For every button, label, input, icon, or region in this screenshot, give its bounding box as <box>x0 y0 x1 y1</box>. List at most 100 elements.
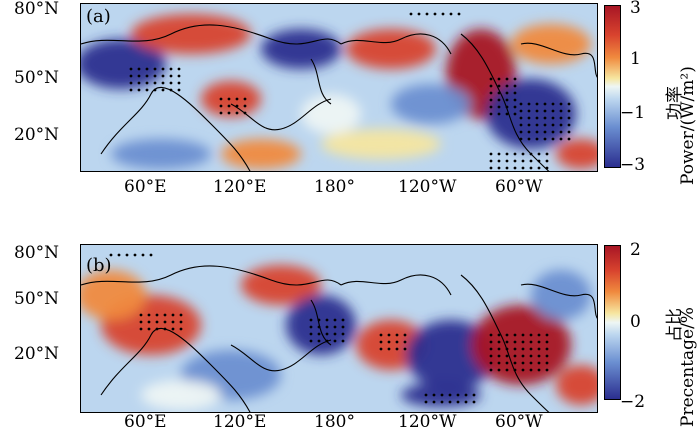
stipple-dot <box>551 123 555 127</box>
stipple-dot <box>448 400 452 404</box>
stipple-dot <box>497 91 501 95</box>
stipple-dot <box>519 130 523 134</box>
stipple-dot <box>424 400 428 404</box>
stipple-dot <box>543 116 547 120</box>
coastline <box>230 339 332 372</box>
stipple-dot <box>317 339 321 343</box>
stipple-dot <box>387 347 391 351</box>
panel-label-a: (a) <box>86 6 111 27</box>
x-tick-120w-a: 120°W <box>398 177 457 197</box>
stipple-dot <box>309 332 313 336</box>
stipple-dot <box>521 340 525 344</box>
stipple-dot <box>448 393 452 397</box>
stipple-dot <box>551 130 555 134</box>
stipple-dot <box>145 67 149 71</box>
stipple-dot <box>440 400 444 404</box>
stipple-dot <box>543 123 547 127</box>
anomaly-field <box>81 14 597 169</box>
stipple-dot <box>325 339 329 343</box>
coastline <box>520 42 597 78</box>
stipple-dot <box>559 116 563 120</box>
stipple-dot <box>545 159 549 163</box>
stipple-dot <box>227 111 231 115</box>
stipple-dot <box>169 81 173 85</box>
stipple-dot <box>559 137 563 141</box>
stipple-dot <box>527 116 531 120</box>
stipple-dot <box>489 105 493 109</box>
anomaly-patch <box>531 270 591 320</box>
stipple-dot <box>545 166 549 170</box>
stipple-dot <box>147 313 151 317</box>
stipple-dot <box>153 74 157 78</box>
stipple-dot <box>243 97 247 101</box>
stipple-dot <box>505 361 509 365</box>
stipple-dot <box>513 166 517 170</box>
coastline <box>81 24 342 45</box>
colorbar-b <box>604 245 621 400</box>
colorbar-a-title-en: Power/(W/m²) <box>678 66 698 185</box>
stipple-dot <box>424 393 428 397</box>
stipple-dot <box>149 253 153 257</box>
stipple-dot <box>527 109 531 113</box>
stipple-dot <box>133 253 137 257</box>
anomaly-patch <box>391 84 471 124</box>
stipple-dot <box>489 340 493 344</box>
heatmap-b <box>80 244 598 413</box>
stipple-dot <box>171 327 175 331</box>
stipple-dot <box>145 88 149 92</box>
stipple-dot <box>432 393 436 397</box>
stipple-dot <box>505 77 509 81</box>
y-tick-80n-b: 80°N <box>14 243 60 263</box>
coastline <box>520 283 597 319</box>
stipple-dot <box>529 152 533 156</box>
stipple-dot <box>513 105 517 109</box>
stipple-dot <box>163 313 167 317</box>
coastline <box>310 299 332 346</box>
stipple-dot <box>177 88 181 92</box>
stipple-dot <box>497 361 501 365</box>
stipple-dot <box>529 333 533 337</box>
coastline <box>460 33 550 171</box>
stipple-dot <box>505 105 509 109</box>
stipple-dot <box>464 393 468 397</box>
colorbar-a-tick-neg3: −3 <box>620 155 646 175</box>
stipple-dot <box>529 159 533 163</box>
stipple-dot <box>219 97 223 101</box>
stipple-dot <box>559 130 563 134</box>
y-tick-80n-a: 80°N <box>14 0 60 19</box>
stipple-dot <box>519 137 523 141</box>
stipple-dot <box>545 152 549 156</box>
stipple-dot <box>513 98 517 102</box>
stipple-dot <box>153 88 157 92</box>
x-tick-180-b: 180° <box>314 412 355 432</box>
stipple-dot <box>505 333 509 337</box>
stipple-dot <box>489 166 493 170</box>
stipple-dot <box>395 340 399 344</box>
y-tick-20n-b: 20°N <box>14 344 60 364</box>
stipple-dot <box>521 347 525 351</box>
stipple-dot <box>497 105 501 109</box>
stipple-dot <box>177 67 181 71</box>
stipple-dot <box>513 361 517 365</box>
stipple-dot <box>472 393 476 397</box>
stipple-dot <box>403 347 407 351</box>
heatmap-a <box>80 3 598 172</box>
stipple-dot <box>567 137 571 141</box>
stipple-dot <box>489 91 493 95</box>
stipple-dot <box>527 123 531 127</box>
stipple-dot <box>145 81 149 85</box>
x-tick-180-a: 180° <box>314 177 355 197</box>
stipple-dot <box>567 130 571 134</box>
stipple-dot <box>179 313 183 317</box>
stipple-dot <box>161 74 165 78</box>
stipple-dot <box>449 12 453 16</box>
stipple-dot <box>387 340 391 344</box>
stipple-dot <box>513 347 517 351</box>
anomaly-patch <box>221 139 301 169</box>
stipple-dot <box>535 102 539 106</box>
stipple-dot <box>535 130 539 134</box>
stipple-dot <box>227 97 231 101</box>
coastline <box>81 265 342 286</box>
stipple-dot <box>147 327 151 331</box>
stipple-dot <box>333 339 337 343</box>
